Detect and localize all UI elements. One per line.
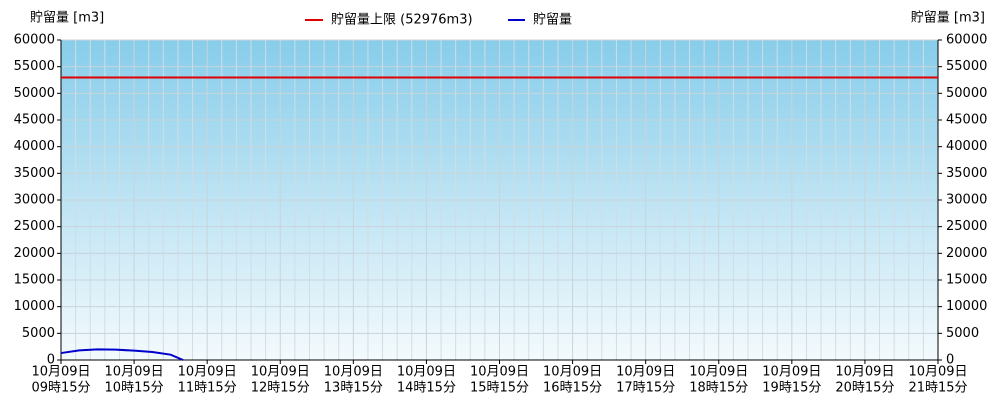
y2-axis-label: 貯留量 [m3] bbox=[911, 11, 985, 26]
x-tick-label: 14時15分 bbox=[397, 381, 456, 396]
y-tick-label: 5000 bbox=[22, 326, 55, 341]
y-tick-label: 45000 bbox=[14, 113, 55, 128]
x-tick-label: 17時15分 bbox=[616, 381, 675, 396]
x-tick-label: 10月09日 bbox=[835, 365, 894, 380]
x-tick-label: 10月09日 bbox=[543, 365, 602, 380]
x-tick-label: 10月09日 bbox=[762, 365, 821, 380]
x-tick-label: 10月09日 bbox=[908, 365, 967, 380]
y2-tick-label: 55000 bbox=[946, 59, 987, 74]
x-tick-label: 20時15分 bbox=[835, 381, 894, 396]
x-tick-label: 21時15分 bbox=[908, 381, 967, 396]
y2-tick-label: 35000 bbox=[946, 166, 987, 181]
legend-label: 貯留量 bbox=[533, 13, 572, 28]
y2-tick-label: 45000 bbox=[946, 113, 987, 128]
x-tick-label: 15時15分 bbox=[470, 381, 529, 396]
x-tick-label: 10月09日 bbox=[105, 365, 164, 380]
x-tick-label: 19時15分 bbox=[762, 381, 821, 396]
y-tick-label: 40000 bbox=[14, 139, 55, 154]
y-tick-label: 10000 bbox=[14, 299, 55, 314]
x-tick-label: 11時15分 bbox=[178, 381, 237, 396]
y-axis-label: 貯留量 [m3] bbox=[30, 11, 104, 26]
y2-tick-label: 0 bbox=[946, 353, 954, 368]
x-tick-label: 10月09日 bbox=[470, 365, 529, 380]
x-tick-label: 10月09日 bbox=[251, 365, 310, 380]
x-tick-label: 12時15分 bbox=[251, 381, 310, 396]
y2-tick-label: 20000 bbox=[946, 246, 987, 261]
y-tick-label: 15000 bbox=[14, 273, 55, 288]
x-tick-label: 10月09日 bbox=[324, 365, 383, 380]
data-line bbox=[60, 348, 184, 361]
y-tick-label: 20000 bbox=[14, 246, 55, 261]
y2-tick-label: 25000 bbox=[946, 219, 987, 234]
y-tick-label: 35000 bbox=[14, 166, 55, 181]
y2-tick-label: 40000 bbox=[946, 139, 987, 154]
x-tick-label: 10月09日 bbox=[689, 365, 748, 380]
x-tick-label: 10月09日 bbox=[616, 365, 675, 380]
y2-tick-label: 30000 bbox=[946, 193, 987, 208]
legend-label: 貯留量上限 (52976m3) bbox=[331, 13, 473, 28]
x-tick-label: 18時15分 bbox=[689, 381, 748, 396]
y-tick-label: 25000 bbox=[14, 219, 55, 234]
y2-tick-label: 60000 bbox=[946, 33, 987, 48]
y-tick-label: 30000 bbox=[14, 193, 55, 208]
x-tick-label: 13時15分 bbox=[324, 381, 383, 396]
x-tick-label: 10月09日 bbox=[178, 365, 237, 380]
y-tick-label: 60000 bbox=[14, 33, 55, 48]
y2-tick-label: 15000 bbox=[946, 273, 987, 288]
y2-tick-label: 10000 bbox=[946, 299, 987, 314]
y2-tick-label: 50000 bbox=[946, 86, 987, 101]
x-tick-label: 10月09日 bbox=[31, 365, 90, 380]
y-tick-label: 50000 bbox=[14, 86, 55, 101]
x-tick-label: 10月09日 bbox=[397, 365, 456, 380]
y-tick-label: 55000 bbox=[14, 59, 55, 74]
x-tick-label: 09時15分 bbox=[31, 381, 90, 396]
x-tick-label: 16時15分 bbox=[543, 381, 602, 396]
x-tick-label: 10時15分 bbox=[105, 381, 164, 396]
y2-tick-label: 5000 bbox=[946, 326, 979, 341]
y-tick-label: 0 bbox=[47, 353, 55, 368]
